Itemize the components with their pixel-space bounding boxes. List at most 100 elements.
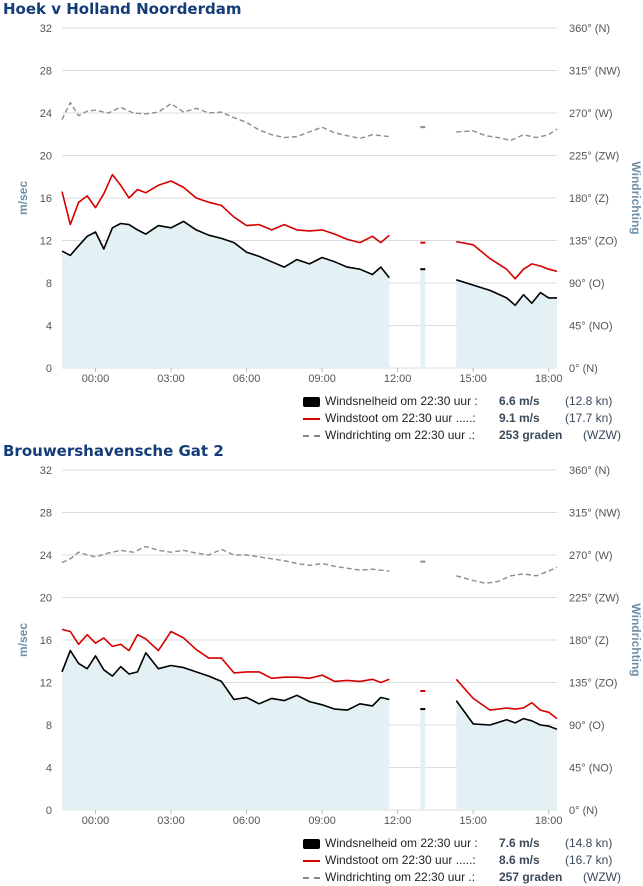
x-tick-label: 00:00 [82, 373, 110, 385]
gust-line-swatch-icon [303, 860, 320, 862]
x-tick-label: 18:00 [535, 815, 563, 827]
x-tick-label: 06:00 [233, 373, 261, 385]
speed-series-line [61, 649, 390, 711]
direction-line-swatch-icon [303, 435, 320, 437]
y2-tick-label: 45° (NO) [569, 321, 613, 333]
y-tick-label: 16 [40, 193, 52, 205]
speed-series-line [61, 220, 390, 279]
legend-label: Windstoot om 22:30 uur .....: [325, 853, 476, 867]
y-tick-label: 0 [46, 363, 52, 375]
x-tick-label: 15:00 [459, 815, 487, 827]
speed-area [456, 700, 557, 810]
y2-tick-label: 180° (Z) [569, 193, 609, 205]
y2-tick-label: 135° (ZO) [569, 236, 617, 248]
y2-tick-label: 270° (W) [569, 550, 613, 562]
y2-tick-label: 180° (Z) [569, 635, 609, 647]
x-tick-label: 15:00 [459, 373, 487, 385]
speed-area [420, 269, 426, 368]
y2-tick-label: 0° (N) [569, 805, 598, 817]
y-axis-title: m/sec [16, 623, 30, 657]
y2-tick-label: 360° (N) [569, 465, 610, 477]
y-tick-label: 12 [40, 678, 52, 690]
legend-label: Windstoot om 22:30 uur .....: [325, 411, 476, 425]
speed-area [420, 709, 426, 810]
legend-label: Windsnelheid om 22:30 uur : [325, 836, 478, 850]
y-tick-label: 8 [46, 720, 52, 732]
chart-svg: 0 4 8 12 16 20 24 28 32 0° (N) 45° (NO) 90° (O) 135°… [16, 465, 643, 827]
y-tick-label: 32 [40, 465, 52, 477]
gust-series-line [455, 678, 558, 720]
y-tick-label: 16 [40, 635, 52, 647]
legend-knots: (12.8 kn) [565, 394, 613, 408]
legend-compass: (WZW) [583, 870, 621, 884]
y2-tick-label: 315° (NW) [569, 508, 620, 520]
y-tick-label: 32 [40, 23, 52, 35]
gust-line-swatch-icon [303, 418, 320, 420]
y2-axis-title: Windrichting [629, 161, 643, 234]
y2-tick-label: 225° (ZW) [569, 151, 619, 163]
chart-title: Brouwershavensche Gat 2 [3, 442, 224, 460]
legend-label: Windsnelheid om 22:30 uur : [325, 394, 478, 408]
chart-title: Hoek v Holland Noorderdam [3, 0, 242, 18]
y2-tick-label: 90° (O) [569, 278, 605, 290]
legend-value: 6.6 m/s [499, 394, 540, 408]
speed-series-line [455, 700, 558, 731]
y2-tick-label: 0° (N) [569, 363, 598, 375]
y-tick-label: 28 [40, 508, 52, 520]
x-tick-label: 09:00 [308, 373, 336, 385]
x-tick-label: 00:00 [82, 815, 110, 827]
speed-line-swatch-icon [303, 839, 320, 849]
direction-series-line [456, 128, 558, 142]
speed-series-line [456, 279, 557, 307]
direction-line-swatch-icon [303, 877, 320, 879]
y-tick-label: 0 [46, 805, 52, 817]
x-tick-label: 09:00 [308, 815, 336, 827]
legend-value: 9.1 m/s [499, 411, 540, 425]
y-tick-label: 8 [46, 278, 52, 290]
legend-value: 257 graden [499, 870, 563, 884]
y-tick-label: 4 [46, 763, 52, 775]
direction-series-line [61, 545, 390, 572]
y2-tick-label: 315° (NW) [569, 66, 620, 78]
x-tick-label: 06:00 [233, 815, 261, 827]
chart-panel-hoek: Hoek v Holland Noorderdam 0 4 8 12 16 20 24 28 3… [0, 0, 643, 442]
speed-line-swatch-icon [303, 397, 320, 407]
y2-tick-label: 45° (NO) [569, 763, 613, 775]
speed-area [62, 221, 390, 368]
y-tick-label: 4 [46, 321, 52, 333]
x-tick-label: 12:00 [384, 373, 412, 385]
legend-label: Windrichting om 22:30 uur .: [325, 870, 476, 884]
direction-series-line [456, 566, 558, 584]
chart-svg: 0 4 8 12 16 20 24 28 32 0° (N) 45° (NO) 90° (O) 135°… [16, 23, 643, 385]
legend-knots: (14.8 kn) [565, 836, 613, 850]
legend-label: Windrichting om 22:30 uur .: [325, 428, 476, 442]
chart-panel-brouwershavensche: Brouwershavensche Gat 2 0 4 8 12 16 20 24 28 32 0… [0, 442, 643, 886]
legend-value: 253 graden [499, 428, 563, 442]
x-tick-label: 03:00 [157, 373, 185, 385]
y2-axis-title: Windrichting [629, 603, 643, 676]
y-tick-label: 28 [40, 66, 52, 78]
gust-series-line [456, 240, 558, 280]
y2-tick-label: 360° (N) [569, 23, 610, 35]
direction-series-line [61, 101, 390, 140]
y-tick-label: 12 [40, 236, 52, 248]
legend-compass: (WZW) [583, 428, 621, 442]
legend-value: 8.6 m/s [499, 853, 540, 867]
x-tick-label: 12:00 [384, 815, 412, 827]
speed-area [62, 650, 390, 810]
x-tick-label: 18:00 [535, 373, 563, 385]
gust-series-line [61, 628, 390, 684]
x-tick-label: 03:00 [157, 815, 185, 827]
y2-tick-label: 135° (ZO) [569, 678, 617, 690]
y-tick-label: 24 [40, 550, 52, 562]
legend-knots: (16.7 kn) [565, 853, 613, 867]
y2-tick-label: 270° (W) [569, 108, 613, 120]
y-tick-label: 24 [40, 108, 52, 120]
y-axis-title: m/sec [16, 181, 30, 215]
y2-tick-label: 225° (ZW) [569, 593, 619, 605]
legend-knots: (17.7 kn) [565, 411, 613, 425]
gust-series-line [61, 173, 390, 244]
y-tick-label: 20 [40, 151, 52, 163]
speed-area [456, 279, 557, 368]
y2-tick-label: 90° (O) [569, 720, 605, 732]
